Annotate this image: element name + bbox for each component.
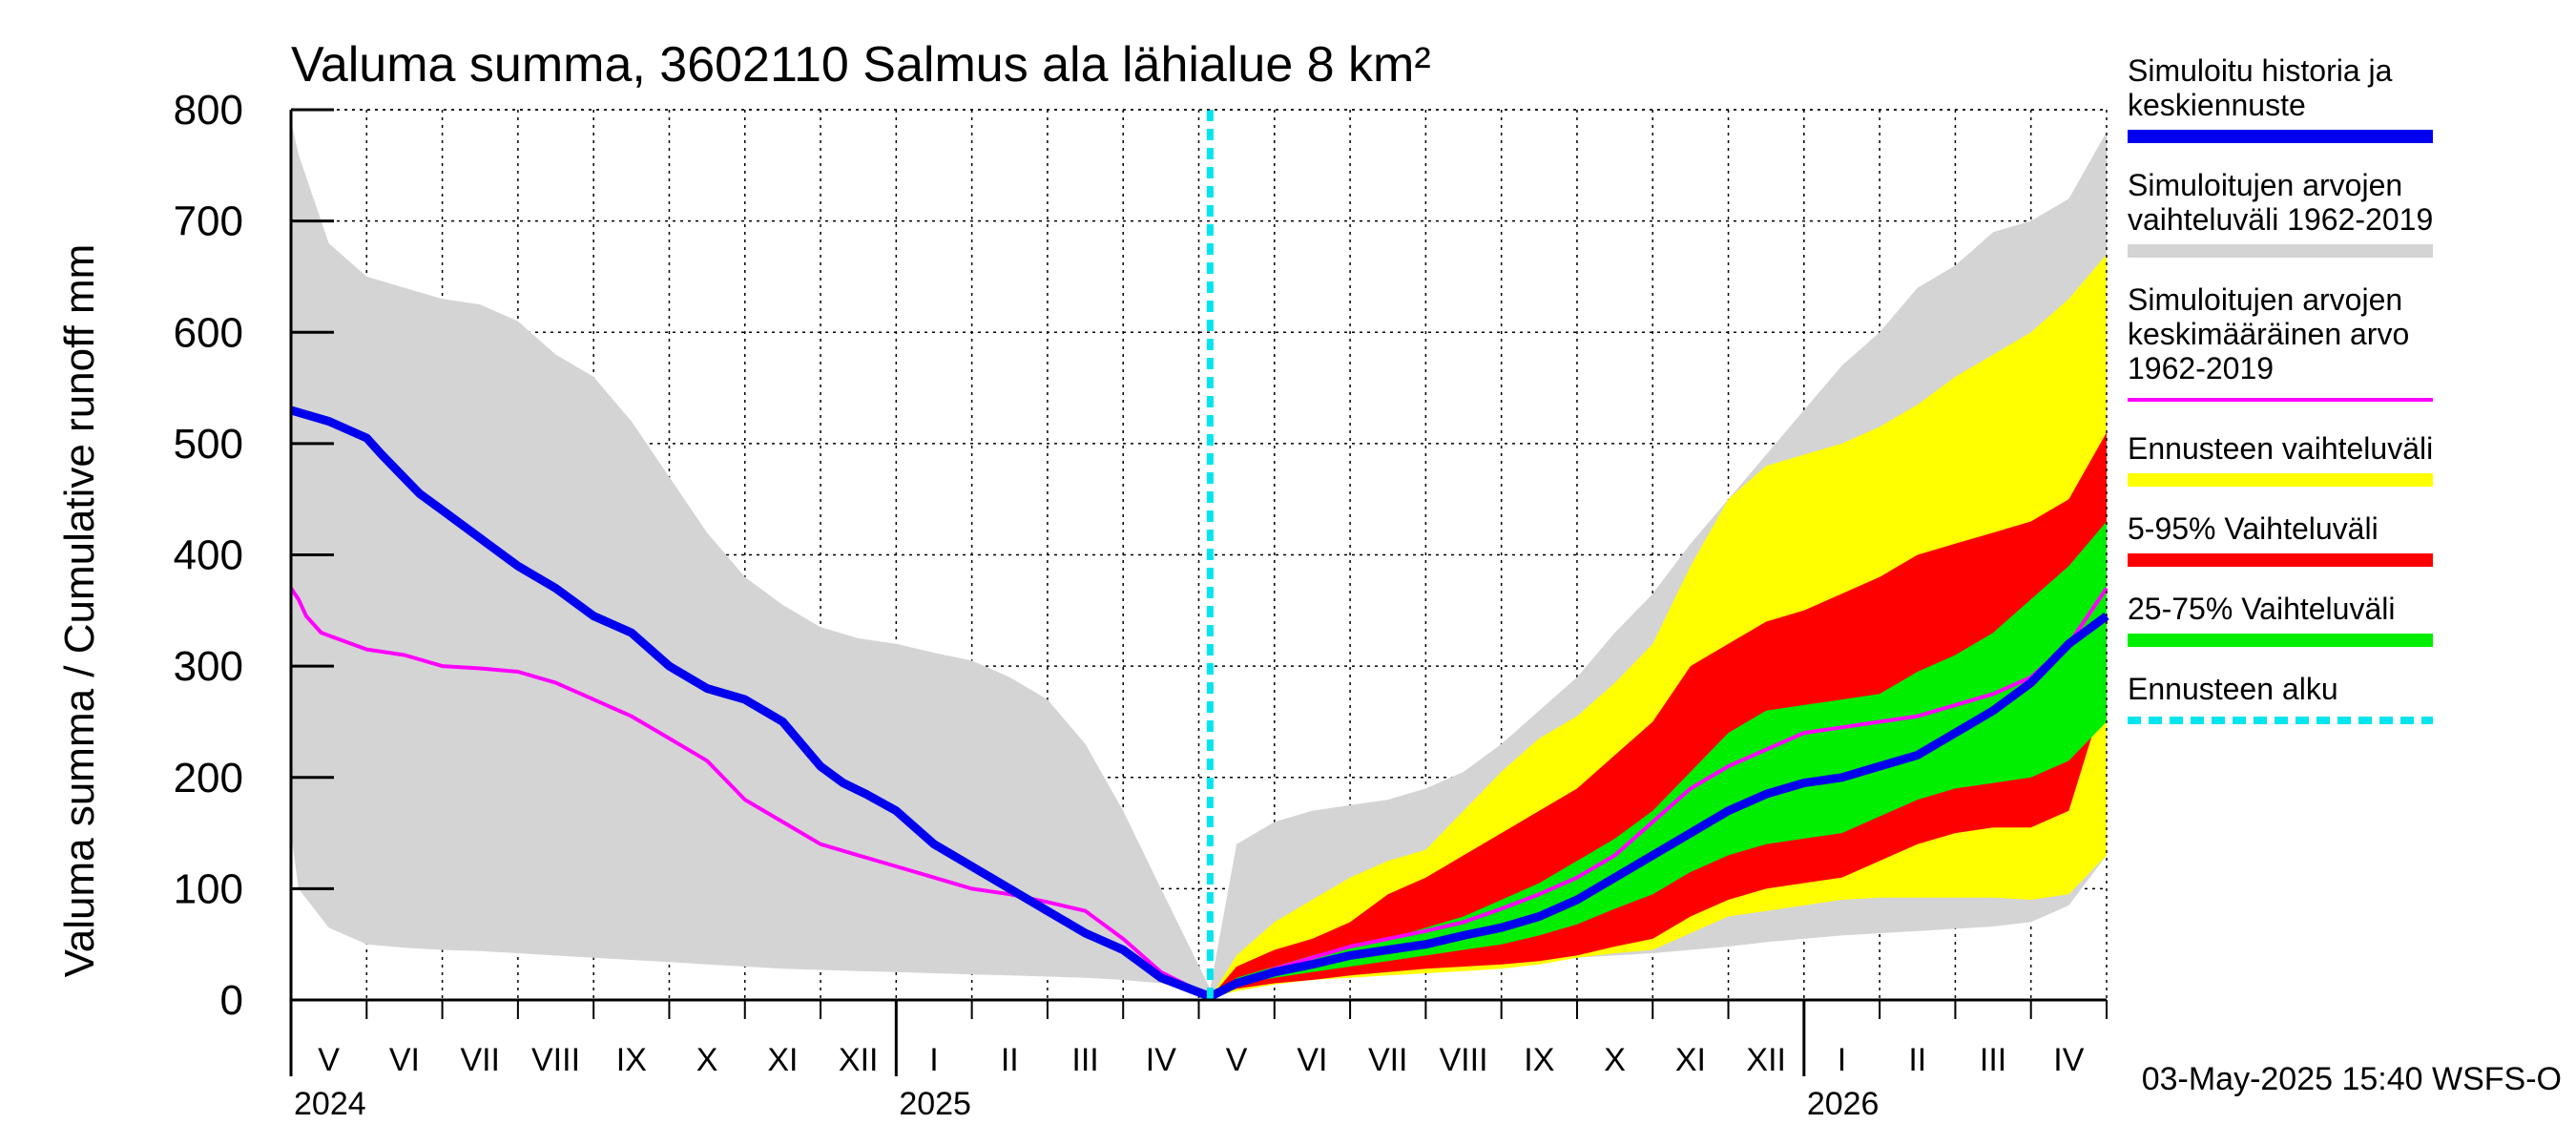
month-label: I	[1838, 1042, 1846, 1078]
month-label: II	[1908, 1042, 1926, 1078]
month-label: II	[1001, 1042, 1019, 1078]
legend-label: Ennusteen alku	[2128, 672, 2338, 706]
legend-label: 5-95% Vaihteluväli	[2128, 511, 2379, 546]
month-label: III	[1980, 1042, 2006, 1078]
month-label: VIII	[1440, 1042, 1488, 1078]
month-label: IV	[2053, 1042, 2084, 1078]
y-tick-label: 700	[174, 198, 243, 245]
month-label: I	[929, 1042, 938, 1078]
month-label: IX	[1524, 1042, 1554, 1078]
month-label: VII	[460, 1042, 500, 1078]
legend-label: Ennusteen vaihteluväli	[2128, 431, 2433, 466]
year-label: 2024	[294, 1086, 366, 1122]
y-tick-label: 100	[174, 865, 243, 912]
year-label: 2025	[899, 1086, 971, 1122]
month-label: X	[696, 1042, 718, 1078]
band-series-2	[1210, 432, 2107, 998]
month-label: XI	[1675, 1042, 1706, 1078]
chart-title: Valuma summa, 3602110 Salmus ala lähialu…	[291, 37, 1431, 93]
legend-item-3: Ennusteen vaihteluväli	[2128, 431, 2433, 487]
month-label: VIII	[531, 1042, 580, 1078]
month-label: IX	[616, 1042, 647, 1078]
legend: Simuloitu historia jakeskiennusteSimuloi…	[2128, 53, 2433, 724]
legend-item-6: Ennusteen alku	[2128, 672, 2433, 724]
month-label: III	[1071, 1042, 1098, 1078]
line-series-5	[289, 406, 2109, 1001]
legend-label: vaihteluväli 1962-2019	[2128, 202, 2433, 237]
legend-label: keskiennuste	[2128, 88, 2306, 122]
y-tick-label: 300	[174, 643, 243, 690]
month-label: V	[318, 1042, 340, 1078]
y-tick-label: 500	[174, 421, 243, 468]
y-tick-label: 600	[174, 309, 243, 356]
timestamp-label: 03-May-2025 15:40 WSFS-O	[2142, 1061, 2562, 1097]
month-label: XII	[1746, 1042, 1786, 1078]
legend-label: Simuloitujen arvojen	[2128, 282, 2402, 317]
line-series-4	[289, 587, 2109, 999]
y-tick-label: 200	[174, 755, 243, 802]
month-label: VI	[389, 1042, 420, 1078]
month-label: XI	[767, 1042, 798, 1078]
y-tick-label: 400	[174, 532, 243, 579]
legend-label: keskimääräinen arvo	[2128, 317, 2409, 351]
legend-label: 1962-2019	[2128, 351, 2274, 385]
legend-item-4: 5-95% Vaihteluväli	[2128, 511, 2433, 567]
month-label: XII	[839, 1042, 879, 1078]
month-label: V	[1226, 1042, 1248, 1078]
month-label: VI	[1297, 1042, 1327, 1078]
y-tick-label: 0	[220, 977, 243, 1024]
legend-label: Simuloitujen arvojen	[2128, 168, 2402, 202]
y-axis-label: Valuma summa / Cumulative runoff mm	[56, 244, 103, 978]
band-series-3	[1210, 521, 2107, 998]
year-label: 2026	[1807, 1086, 1880, 1122]
y-tick-label: 800	[174, 87, 243, 134]
legend-item-5: 25-75% Vaihteluväli	[2128, 592, 2433, 647]
legend-label: 25-75% Vaihteluväli	[2128, 592, 2395, 626]
legend-label: Simuloitu historia ja	[2128, 53, 2393, 88]
month-label: VII	[1368, 1042, 1408, 1078]
month-label: IV	[1146, 1042, 1176, 1078]
month-label: X	[1604, 1042, 1626, 1078]
